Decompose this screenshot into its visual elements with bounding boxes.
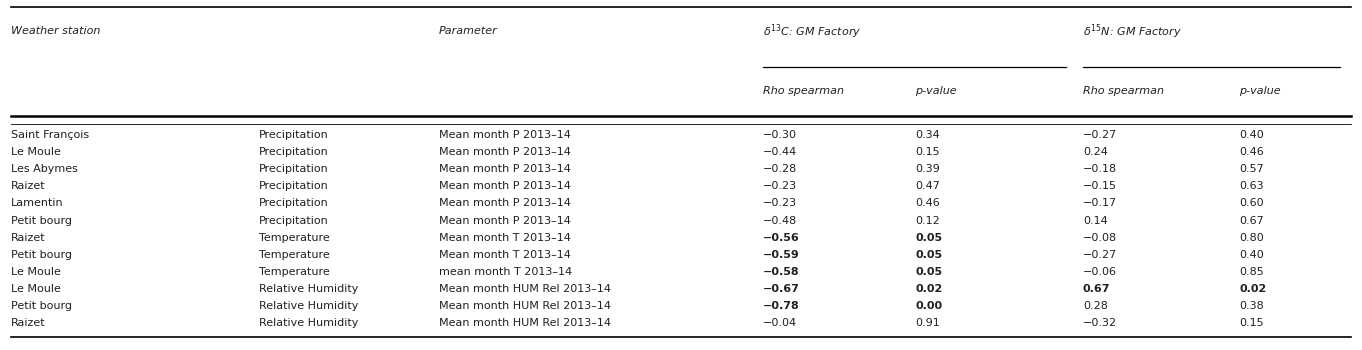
Text: Mean month P 2013–14: Mean month P 2013–14 [439,130,571,140]
Text: Mean month HUM Rel 2013–14: Mean month HUM Rel 2013–14 [439,284,610,294]
Text: −0.27: −0.27 [1083,130,1117,140]
Text: Relative Humidity: Relative Humidity [259,318,358,328]
Text: Mean month HUM Rel 2013–14: Mean month HUM Rel 2013–14 [439,301,610,311]
Text: Petit bourg: Petit bourg [11,301,72,311]
Text: Temperature: Temperature [259,250,330,260]
Text: Raizet: Raizet [11,233,45,243]
Text: Precipitation: Precipitation [259,216,328,225]
Text: Weather station: Weather station [11,27,101,36]
Text: $\delta^{15}$N: GM Factory: $\delta^{15}$N: GM Factory [1083,22,1182,41]
Text: Mean month P 2013–14: Mean month P 2013–14 [439,164,571,174]
Text: 0.46: 0.46 [1239,147,1264,157]
Text: Petit bourg: Petit bourg [11,216,72,225]
Text: Parameter: Parameter [439,27,497,36]
Text: Saint François: Saint François [11,130,89,140]
Text: −0.78: −0.78 [763,301,799,311]
Text: Relative Humidity: Relative Humidity [259,301,358,311]
Text: Le Moule: Le Moule [11,267,61,277]
Text: Precipitation: Precipitation [259,147,328,157]
Text: 0.47: 0.47 [915,181,940,191]
Text: p-value: p-value [1239,86,1282,96]
Text: 0.15: 0.15 [1239,318,1264,328]
Text: Raizet: Raizet [11,181,45,191]
Text: 0.46: 0.46 [915,198,940,208]
Text: Mean month P 2013–14: Mean month P 2013–14 [439,216,571,225]
Text: 0.38: 0.38 [1239,301,1264,311]
Text: −0.59: −0.59 [763,250,799,260]
Text: 0.39: 0.39 [915,164,940,174]
Text: 0.24: 0.24 [1083,147,1107,157]
Text: −0.18: −0.18 [1083,164,1117,174]
Text: −0.58: −0.58 [763,267,799,277]
Text: −0.44: −0.44 [763,147,797,157]
Text: Mean month T 2013–14: Mean month T 2013–14 [439,250,571,260]
Text: 0.91: 0.91 [915,318,940,328]
Text: Lamentin: Lamentin [11,198,64,208]
Text: 0.34: 0.34 [915,130,940,140]
Text: 0.05: 0.05 [915,267,943,277]
Text: 0.40: 0.40 [1239,250,1264,260]
Text: Le Moule: Le Moule [11,147,61,157]
Text: $\delta^{13}$C: GM Factory: $\delta^{13}$C: GM Factory [763,22,861,41]
Text: −0.04: −0.04 [763,318,797,328]
Text: 0.80: 0.80 [1239,233,1264,243]
Text: 0.28: 0.28 [1083,301,1107,311]
Text: Petit bourg: Petit bourg [11,250,72,260]
Text: −0.32: −0.32 [1083,318,1117,328]
Text: Temperature: Temperature [259,233,330,243]
Text: 0.00: 0.00 [915,301,943,311]
Text: −0.15: −0.15 [1083,181,1117,191]
Text: 0.63: 0.63 [1239,181,1264,191]
Text: −0.23: −0.23 [763,181,797,191]
Text: 0.02: 0.02 [1239,284,1267,294]
Text: −0.08: −0.08 [1083,233,1117,243]
Text: −0.56: −0.56 [763,233,799,243]
Text: Relative Humidity: Relative Humidity [259,284,358,294]
Text: 0.14: 0.14 [1083,216,1107,225]
Text: 0.60: 0.60 [1239,198,1264,208]
Text: 0.57: 0.57 [1239,164,1264,174]
Text: Rho spearman: Rho spearman [763,86,843,96]
Text: −0.48: −0.48 [763,216,797,225]
Text: −0.28: −0.28 [763,164,797,174]
Text: 0.67: 0.67 [1239,216,1264,225]
Text: 0.85: 0.85 [1239,267,1264,277]
Text: Mean month T 2013–14: Mean month T 2013–14 [439,233,571,243]
Text: 0.15: 0.15 [915,147,940,157]
Text: −0.67: −0.67 [763,284,799,294]
Text: Mean month P 2013–14: Mean month P 2013–14 [439,181,571,191]
Text: Rho spearman: Rho spearman [1083,86,1163,96]
Text: Precipitation: Precipitation [259,181,328,191]
Text: p-value: p-value [915,86,957,96]
Text: −0.23: −0.23 [763,198,797,208]
Text: Temperature: Temperature [259,267,330,277]
Text: mean month T 2013–14: mean month T 2013–14 [439,267,572,277]
Text: 0.02: 0.02 [915,284,943,294]
Text: Mean month HUM Rel 2013–14: Mean month HUM Rel 2013–14 [439,318,610,328]
Text: −0.06: −0.06 [1083,267,1117,277]
Text: Precipitation: Precipitation [259,130,328,140]
Text: −0.17: −0.17 [1083,198,1117,208]
Text: −0.27: −0.27 [1083,250,1117,260]
Text: 0.05: 0.05 [915,233,943,243]
Text: Mean month P 2013–14: Mean month P 2013–14 [439,198,571,208]
Text: 0.40: 0.40 [1239,130,1264,140]
Text: Precipitation: Precipitation [259,198,328,208]
Text: Mean month P 2013–14: Mean month P 2013–14 [439,147,571,157]
Text: 0.05: 0.05 [915,250,943,260]
Text: Raizet: Raizet [11,318,45,328]
Text: −0.30: −0.30 [763,130,797,140]
Text: Precipitation: Precipitation [259,164,328,174]
Text: 0.12: 0.12 [915,216,940,225]
Text: Le Moule: Le Moule [11,284,61,294]
Text: Les Abymes: Les Abymes [11,164,78,174]
Text: 0.67: 0.67 [1083,284,1110,294]
